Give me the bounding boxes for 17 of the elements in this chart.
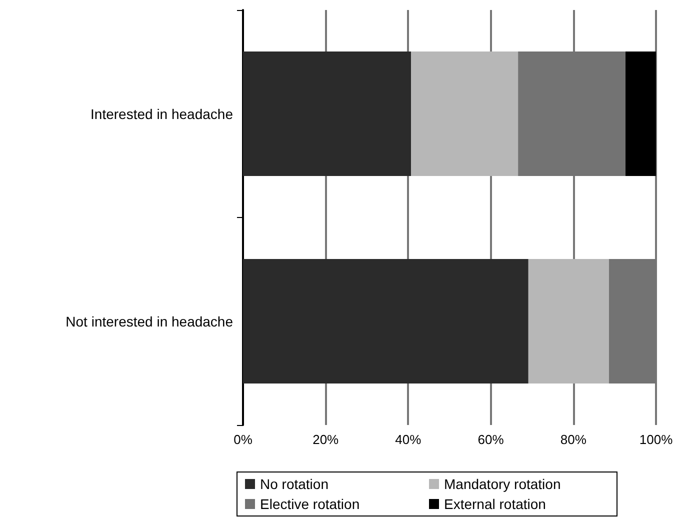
x-tick-label: 60% xyxy=(478,432,504,447)
legend-label: External rotation xyxy=(444,496,546,512)
legend-label: No rotation xyxy=(260,476,328,492)
bar xyxy=(625,52,656,176)
y-tick-label: Not interested in headache xyxy=(66,313,234,330)
x-tick-label: 20% xyxy=(312,432,340,447)
bar xyxy=(528,259,609,384)
x-tick-label: 100% xyxy=(639,432,674,447)
bar xyxy=(243,259,528,384)
x-tick-label: 40% xyxy=(395,432,422,447)
x-tick-label: 80% xyxy=(560,432,587,447)
y-tick-label: Interested in headache xyxy=(90,106,234,122)
legend-label: Mandatory rotation xyxy=(444,476,561,492)
bar xyxy=(243,52,412,176)
legend-label: Elective rotation xyxy=(260,496,360,512)
x-tick-label: 0% xyxy=(234,432,253,447)
bar xyxy=(411,52,518,176)
